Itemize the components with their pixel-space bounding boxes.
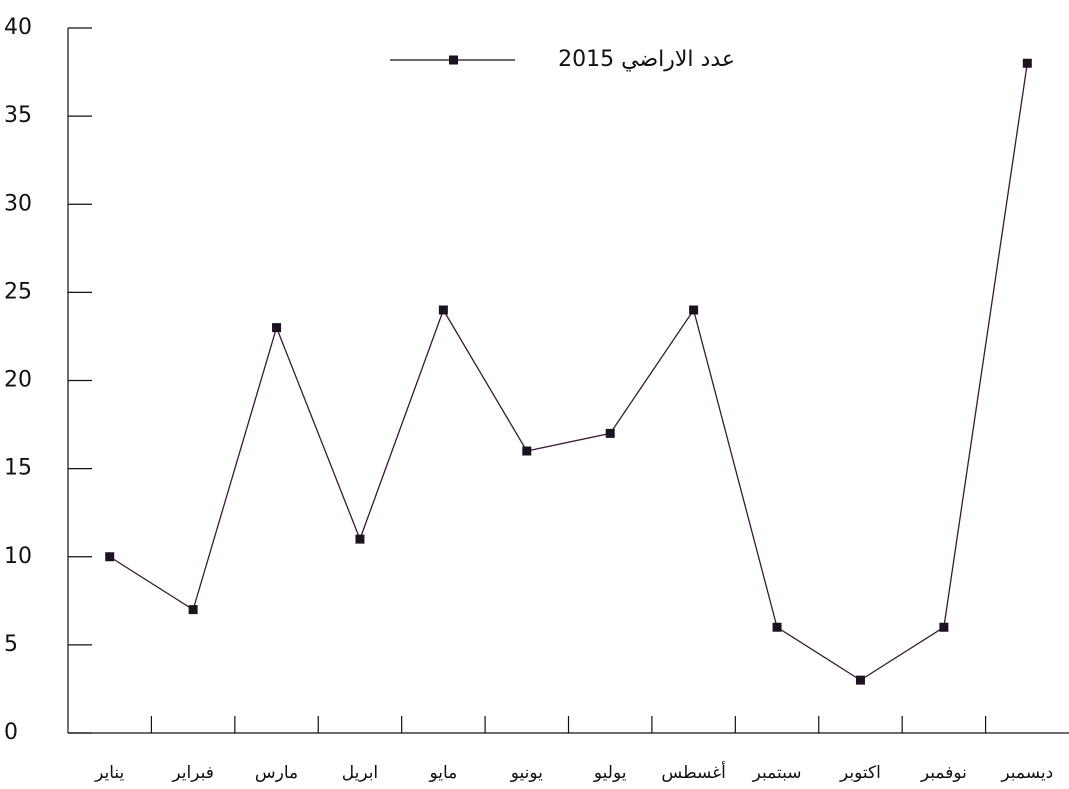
- point-marker: [438, 305, 448, 315]
- x-tick-label: يونيو: [510, 763, 543, 783]
- x-tick-label: مارس: [255, 763, 298, 783]
- y-tick-label: 20: [4, 368, 32, 393]
- y-tick-label: 10: [4, 544, 32, 569]
- y-tick-label: 30: [4, 191, 32, 216]
- point-marker: [188, 605, 198, 615]
- y-tick-label: 15: [4, 456, 32, 481]
- x-tick-label: اكتوبر: [839, 763, 881, 783]
- y-tick-label: 25: [4, 279, 32, 304]
- x-tick-label: فبراير: [171, 763, 213, 783]
- legend-label: عدد الاراضي 2015: [558, 47, 735, 72]
- point-marker: [939, 622, 949, 632]
- legend-marker: [449, 55, 458, 65]
- x-tick-label: أغسطس: [661, 761, 725, 783]
- x-tick-label: مايو: [428, 763, 457, 783]
- point-marker: [272, 323, 282, 333]
- y-tick-label: 35: [4, 103, 32, 128]
- point-marker: [689, 305, 699, 315]
- point-marker: [522, 446, 532, 456]
- x-tick-label: ابريل: [342, 763, 378, 783]
- point-marker: [772, 622, 782, 632]
- point-marker: [355, 534, 365, 544]
- series-line: [109, 63, 1028, 681]
- x-tick-label: نوفمبر: [920, 763, 967, 783]
- y-tick-label: 5: [4, 632, 18, 657]
- x-tick-label: ديسمبر: [1000, 763, 1053, 783]
- point-marker: [105, 552, 115, 562]
- x-tick-label: سبتمبر: [752, 763, 802, 783]
- point-marker: [605, 428, 615, 438]
- x-tick-label: يناير: [94, 763, 124, 783]
- point-marker: [855, 675, 865, 685]
- point-marker: [1022, 58, 1032, 68]
- x-tick-label: يوليو: [593, 763, 627, 783]
- y-tick-label: 40: [4, 15, 32, 40]
- y-tick-label: 0: [4, 720, 18, 745]
